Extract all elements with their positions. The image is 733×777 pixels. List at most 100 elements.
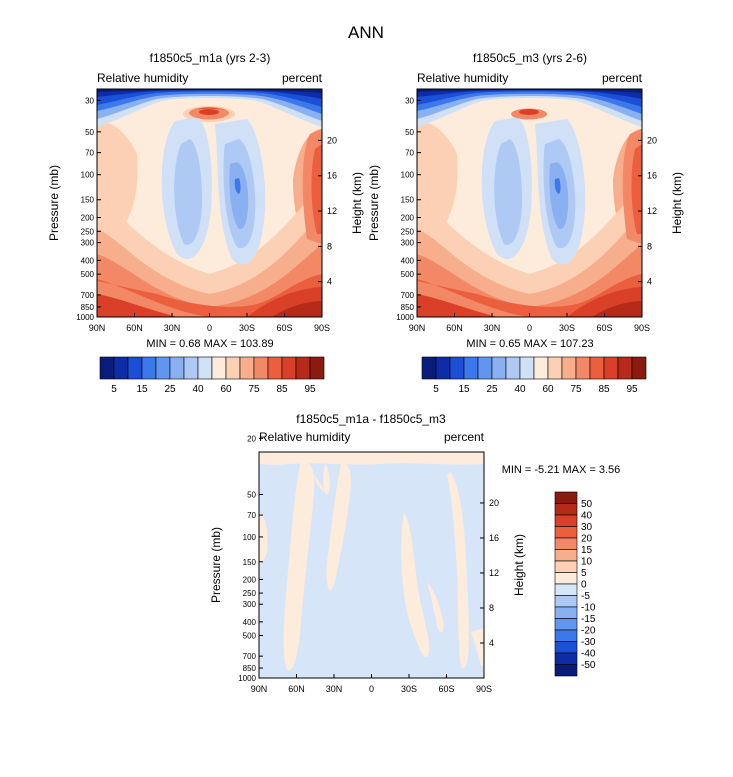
pressure-tick-label: 850 xyxy=(81,303,95,312)
height-tick-label: 4 xyxy=(647,277,652,287)
pressure-tick-label: 850 xyxy=(243,664,257,673)
pressure-tick-label: 500 xyxy=(243,632,257,641)
colorbar-box xyxy=(295,356,311,380)
colorbar-label: 40 xyxy=(192,384,204,395)
pressure-tick-label: 150 xyxy=(401,196,415,205)
height-tick-label: 20 xyxy=(647,135,657,145)
panel-1-minmax: MIN = 0.68 MAX = 103.89 xyxy=(146,338,273,350)
panel-3-pressure-axis-label: Pressure (mb) xyxy=(209,527,223,603)
height-tick-label: 12 xyxy=(647,206,657,216)
panel-2-height-ticks: 20 16 12 8 4 xyxy=(638,135,657,287)
p1-strato-band-3 xyxy=(97,89,322,114)
colorbar-box xyxy=(554,526,578,539)
colorbar-box xyxy=(554,618,578,631)
colorbar-box xyxy=(197,356,213,380)
height-tick-label: 8 xyxy=(489,603,494,613)
pressure-tick-label: 250 xyxy=(243,589,257,598)
colorbar-box xyxy=(127,356,143,380)
colorbar-box xyxy=(281,356,297,380)
colorbar-label: -5 xyxy=(581,591,590,602)
x-tick-label: 0 xyxy=(369,684,374,694)
pressure-tick-label: 50 xyxy=(247,490,256,499)
panel-3-height-axis-label: Height (km) xyxy=(512,534,526,596)
height-tick-label: 16 xyxy=(489,533,499,543)
colorbar-label: 85 xyxy=(276,384,288,395)
pressure-tick-label: 300 xyxy=(243,600,257,609)
colorbar-label: 5 xyxy=(111,384,117,395)
colorbar-label: 10 xyxy=(581,557,593,568)
colorbar-box xyxy=(617,356,633,380)
pressure-tick-label: 70 xyxy=(247,511,256,520)
colorbar-box xyxy=(477,356,493,380)
x-tick-label: 90S xyxy=(476,684,492,694)
pressure-tick-label: 1000 xyxy=(396,313,414,322)
colorbar-box xyxy=(449,356,465,380)
colorbar-label: 95 xyxy=(304,384,316,395)
p3-pos-region-5 xyxy=(323,464,330,495)
p2-strato-band-3 xyxy=(417,89,642,114)
colorbar-box xyxy=(554,503,578,516)
pressure-tick-label: 250 xyxy=(81,227,95,236)
panel-2-variable-label: Relative humidity xyxy=(417,71,508,85)
colorbar-label: 5 xyxy=(433,384,439,395)
x-tick-label: 60S xyxy=(276,323,292,333)
colorbar-label: 25 xyxy=(164,384,176,395)
panel-2-colorbar: 5 15 25 40 60 75 85 95 xyxy=(421,356,647,395)
p2-dry-sh-3 xyxy=(549,162,569,230)
panel-3-minmax: MIN = -5.21 MAX = 3.56 xyxy=(502,464,621,476)
pressure-tick-label: 300 xyxy=(81,239,95,248)
colorbar-box xyxy=(554,641,578,654)
height-tick-label: 8 xyxy=(327,241,332,251)
colorbar-label: -40 xyxy=(581,649,596,660)
colorbar-label: 85 xyxy=(598,384,610,395)
p3-pos-region-1 xyxy=(259,512,268,564)
pressure-tick-label: 500 xyxy=(401,270,415,279)
colorbar-label: 60 xyxy=(542,384,554,395)
colorbar-box xyxy=(519,356,535,380)
panel-1-title: f1850c5_m1a (yrs 2-3) xyxy=(150,51,271,65)
pressure-tick-label: 200 xyxy=(81,214,95,223)
panel-1-pressure-axis-label: Pressure (mb) xyxy=(47,165,61,241)
pressure-tick-label: 700 xyxy=(81,291,95,300)
panel-2-units-label: percent xyxy=(602,71,643,85)
colorbar-box xyxy=(169,356,185,380)
p1-dry-sh-3 xyxy=(229,162,249,230)
panel-1-plot-area xyxy=(97,89,322,317)
x-tick-label: 60S xyxy=(438,684,454,694)
x-tick-label: 30S xyxy=(401,684,417,694)
colorbar-box xyxy=(253,356,269,380)
colorbar-label: 5 xyxy=(581,568,587,579)
x-tick-label: 30S xyxy=(239,323,255,333)
colorbar-label: 15 xyxy=(581,545,593,556)
panel-3-plot-area xyxy=(259,452,484,678)
panel-2-pressure-axis-label: Pressure (mb) xyxy=(367,165,381,241)
colorbar-box xyxy=(239,356,255,380)
pressure-tick-label: 500 xyxy=(81,270,95,279)
colorbar-box xyxy=(554,549,578,562)
pressure-tick-label: 250 xyxy=(401,227,415,236)
x-tick-label: 60S xyxy=(596,323,612,333)
colorbar-label: 75 xyxy=(248,384,260,395)
colorbar-box xyxy=(225,356,241,380)
x-tick-label: 60N xyxy=(288,684,305,694)
colorbar-box xyxy=(505,356,521,380)
colorbar-box xyxy=(155,356,171,380)
colorbar-box xyxy=(309,356,325,380)
colorbar-label: 95 xyxy=(626,384,638,395)
pressure-tick-label: 100 xyxy=(81,171,95,180)
colorbar-box xyxy=(561,356,577,380)
pressure-tick-label: 20 xyxy=(247,434,256,443)
panel-3-variable-label: Relative humidity xyxy=(259,430,350,444)
colorbar-label: -15 xyxy=(581,614,596,625)
colorbar-box xyxy=(211,356,227,380)
colorbar-label: -50 xyxy=(581,660,596,671)
panel-2-title: f1850c5_m3 (yrs 2-6) xyxy=(473,51,587,65)
pressure-tick-label: 400 xyxy=(81,256,95,265)
colorbar-box xyxy=(631,356,647,380)
pressure-tick-label: 850 xyxy=(401,303,415,312)
pressure-tick-label: 400 xyxy=(243,618,257,627)
colorbar-box xyxy=(575,356,591,380)
pressure-tick-label: 1000 xyxy=(76,313,94,322)
